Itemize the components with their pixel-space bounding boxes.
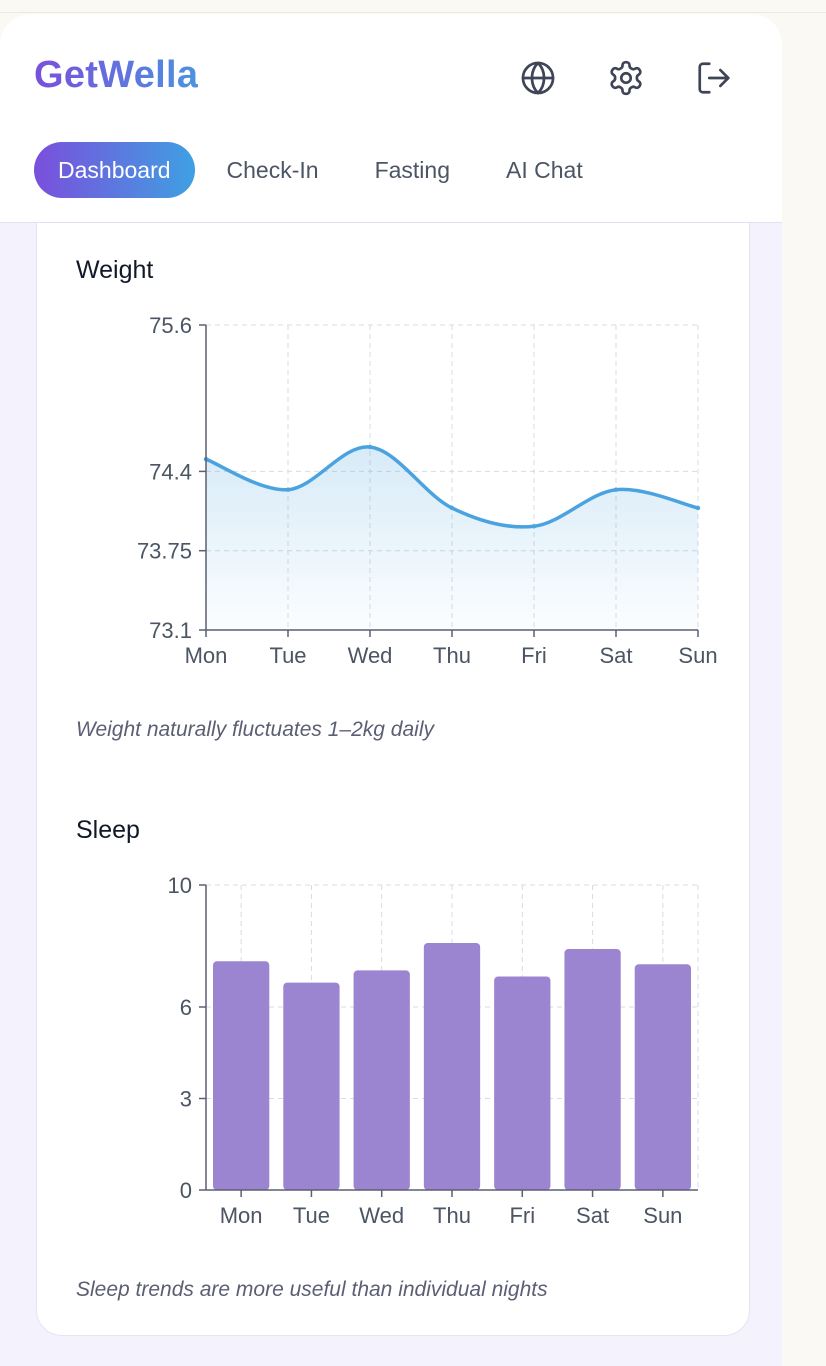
weight-point-fri [531, 524, 537, 529]
weight-point-sat [613, 487, 619, 492]
weight-x-tick-label: Thu [433, 643, 471, 668]
weight-point-tue [285, 487, 291, 492]
weight-x-tick-label: Sun [678, 643, 717, 668]
weight-point-wed [367, 444, 373, 450]
sleep-bar-sat [564, 949, 621, 1190]
main-tabs: Dashboard Check-In Fasting AI Chat [34, 142, 611, 198]
brand-logo[interactable]: GetWella [34, 54, 199, 96]
weight-x-tick-label: Tue [269, 643, 306, 668]
sleep-x-tick-label: Thu [433, 1203, 471, 1228]
sleep-y-tick-label: 10 [168, 873, 192, 898]
weight-area [206, 446, 698, 630]
weight-chart: 73.1 73.75 74.4 75.6 Mon Tue Wed Thu Fri Sat Sun [137, 313, 718, 668]
weight-x-tick-label: Sat [599, 643, 632, 668]
settings-button[interactable] [606, 58, 646, 98]
weight-note: Weight naturally fluctuates 1–2kg daily [76, 718, 434, 741]
logout-button[interactable] [694, 58, 734, 98]
sleep-x-tick-label: Fri [509, 1203, 535, 1228]
weight-point-sun [695, 505, 701, 511]
sleep-y-tick-label: 0 [180, 1178, 192, 1203]
weight-y-tick-label: 73.1 [149, 618, 192, 643]
tab-check-in[interactable]: Check-In [226, 157, 319, 183]
sleep-bar-mon [213, 961, 270, 1190]
sleep-bar-wed [353, 970, 410, 1190]
sleep-chart: 0 3 6 10 Mon Tue Wed Thu Fri Sat Sun [168, 873, 699, 1228]
sleep-note: Sleep trends are more useful than indivi… [76, 1278, 548, 1301]
weight-point-thu [449, 505, 455, 511]
tab-ai-chat[interactable]: AI Chat [506, 157, 583, 183]
weight-title: Weight [76, 256, 154, 284]
sleep-bar-thu [423, 942, 481, 1190]
sleep-y-tick-label: 6 [180, 995, 192, 1020]
sleep-title: Sleep [76, 816, 140, 844]
sleep-bar-tue [283, 982, 340, 1190]
logout-icon [698, 62, 730, 94]
weight-x-tick-label: Fri [521, 643, 547, 668]
sleep-y-tick-label: 3 [180, 1087, 192, 1112]
tab-dashboard[interactable]: Dashboard [34, 142, 195, 198]
sleep-x-tick-label: Tue [293, 1203, 330, 1228]
sleep-x-tick-label: Sun [643, 1203, 682, 1228]
gear-icon [610, 60, 642, 96]
globe-icon [521, 61, 555, 95]
sleep-x-tick-label: Mon [220, 1203, 263, 1228]
sleep-x-tick-label: Wed [359, 1203, 404, 1228]
app-header: GetWella Dashboard Check-In Fasting AI C… [0, 14, 782, 223]
weight-x-tick-label: Wed [348, 643, 393, 668]
weight-y-tick-label: 73.75 [137, 539, 192, 564]
weight-y-tick-label: 74.4 [149, 459, 192, 484]
tab-fasting[interactable]: Fasting [374, 157, 451, 183]
sleep-bar-sun [634, 964, 691, 1190]
top-strip [0, 0, 826, 13]
sleep-bar-fri [494, 976, 551, 1190]
language-button[interactable] [518, 58, 558, 98]
sleep-x-tick-label: Sat [576, 1203, 609, 1228]
weight-x-tick-label: Mon [185, 643, 228, 668]
weight-y-tick-label: 75.6 [149, 313, 192, 338]
